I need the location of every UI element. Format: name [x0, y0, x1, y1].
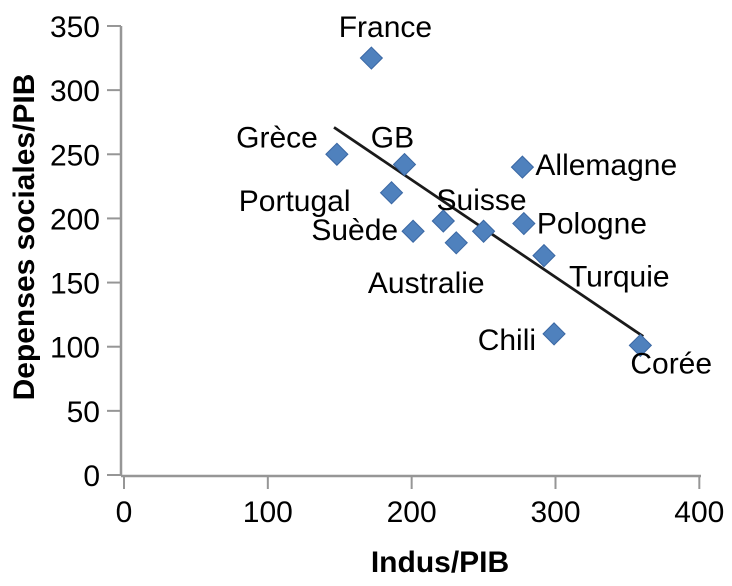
y-axis-title: Depenses sociales/PIB — [8, 74, 41, 401]
point-label-allemagne: Allemagne — [535, 149, 677, 182]
x-tick-label-400: 400 — [674, 496, 724, 529]
data-point-france — [359, 46, 384, 70]
y-tick-label-100: 100 — [50, 332, 100, 365]
x-axis-title: Indus/PIB — [371, 546, 509, 579]
point-label-chili: Chili — [478, 324, 536, 357]
data-point-suede — [401, 219, 425, 243]
data-point-gb — [392, 152, 417, 177]
data-point-australie — [444, 231, 468, 255]
points-layer — [325, 46, 653, 358]
x-axis: 0 100 200 300 400 — [116, 474, 724, 529]
point-label-pologne: Pologne — [537, 208, 647, 241]
point-label-turquie: Turquie — [569, 261, 670, 294]
data-point-chili — [542, 322, 566, 346]
data-point-unlabeled — [431, 209, 456, 233]
point-label-australie: Australie — [368, 267, 485, 300]
data-point-suisse — [471, 219, 496, 243]
y-tick-label-300: 300 — [50, 75, 100, 108]
x-tick-label-0: 0 — [116, 496, 133, 529]
y-axis: 0 50 100 150 200 250 300 350 — [50, 11, 123, 493]
y-tick-label-150: 150 — [50, 268, 100, 301]
y-tick-label-250: 250 — [50, 139, 100, 172]
data-point-turquie — [532, 243, 556, 268]
point-label-suisse: Suisse — [437, 184, 527, 217]
y-tick-label-0: 0 — [83, 460, 100, 493]
data-point-coree — [628, 333, 653, 358]
x-tick-label-300: 300 — [530, 496, 580, 529]
y-tick-label-50: 50 — [67, 396, 100, 429]
point-label-coree: Corée — [630, 347, 712, 380]
x-tick-label-200: 200 — [387, 496, 437, 529]
point-label-france: France — [339, 11, 432, 44]
point-label-gb: GB — [371, 122, 414, 155]
y-tick-label-350: 350 — [50, 11, 100, 44]
x-tick-label-100: 100 — [243, 496, 293, 529]
point-label-suede: Suède — [311, 214, 398, 247]
data-point-grece — [325, 142, 349, 166]
data-point-allemagne — [510, 155, 535, 179]
data-point-pologne — [512, 211, 536, 236]
y-tick-label-200: 200 — [50, 203, 100, 236]
point-label-portugal: Portugal — [239, 185, 351, 218]
data-point-portugal — [379, 181, 404, 205]
point-label-grece: Grèce — [236, 121, 318, 154]
